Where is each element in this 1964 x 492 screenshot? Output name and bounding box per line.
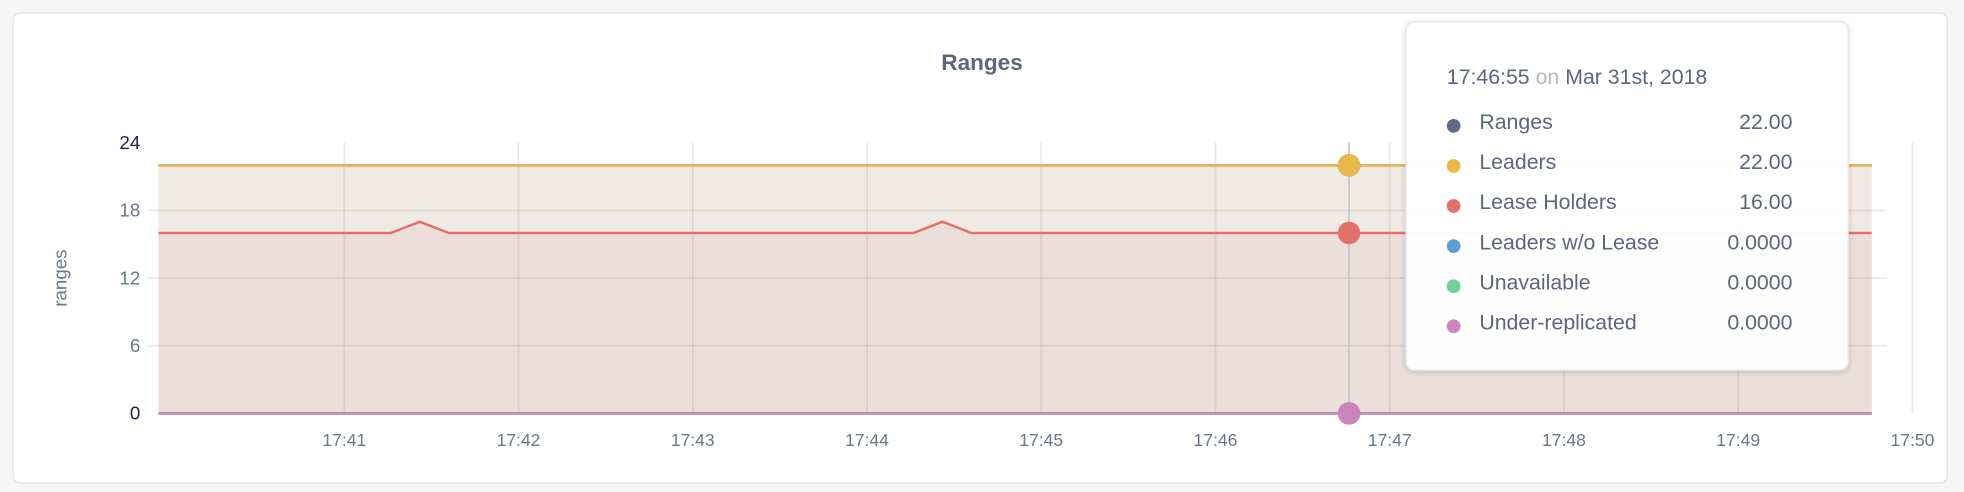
tooltip-series-label: Under-replicated — [1479, 310, 1637, 335]
hover-point — [1337, 221, 1361, 245]
x-tick-label: 17:44 — [845, 430, 889, 450]
x-tick-label: 17:49 — [1716, 430, 1760, 450]
tooltip-row: Under-replicated 0.0000 — [1446, 310, 1793, 341]
legend-dot-icon — [1446, 199, 1461, 213]
x-tick-label: 17:46 — [1194, 430, 1238, 450]
y-tick-label: 24 — [119, 132, 140, 153]
tooltip-series-value: 0.0000 — [1727, 310, 1793, 335]
x-tick-label: 17:41 — [322, 430, 366, 450]
tooltip-series-label: Leaders — [1479, 150, 1557, 175]
x-tick-label: 17:45 — [1019, 430, 1063, 450]
y-tick-label: 18 — [119, 200, 140, 221]
tooltip-series-label: Ranges — [1479, 110, 1553, 135]
tooltip-series-label: Leaders w/o Lease — [1479, 230, 1660, 255]
tooltip-row: Unavailable 0.0000 — [1446, 270, 1793, 301]
x-tick-label: 17:42 — [497, 430, 541, 450]
hover-point — [1337, 154, 1361, 177]
tooltip-row: Ranges 22.00 — [1446, 110, 1793, 140]
chart-title: Ranges — [941, 50, 1023, 76]
x-tick-label: 17:50 — [1890, 430, 1934, 450]
tooltip-row: Leaders 22.00 — [1446, 150, 1793, 180]
legend-dot-icon — [1446, 319, 1461, 334]
tooltip-row: Leaders w/o Lease 0.0000 — [1446, 230, 1793, 260]
tooltip-date: Mar 31st, 2018 — [1565, 65, 1708, 89]
tooltip-series-label: Lease Holders — [1479, 190, 1617, 215]
legend-dot-icon — [1446, 279, 1461, 294]
x-tick-label: 17:47 — [1368, 430, 1412, 450]
y-tick-label: 12 — [119, 267, 140, 288]
hover-tooltip: 17:46:55 on Mar 31st, 2018 Ranges 22.00 … — [1405, 21, 1849, 371]
y-axis-label: ranges — [49, 249, 70, 306]
hover-point — [1337, 402, 1361, 425]
legend-dot-icon — [1446, 239, 1461, 254]
x-tick-label: 17:48 — [1542, 430, 1586, 450]
tooltip-header: 17:46:55 on Mar 31st, 2018 — [1447, 65, 1708, 90]
tooltip-series-value: 22.00 — [1739, 110, 1793, 135]
x-tick-label: 17:43 — [671, 430, 715, 450]
tooltip-time: 17:46:55 — [1446, 65, 1530, 89]
legend-dot-icon — [1446, 118, 1461, 133]
tooltip-series-label: Unavailable — [1479, 270, 1591, 295]
tooltip-series-value: 0.0000 — [1727, 230, 1793, 255]
tooltip-series-value: 16.00 — [1739, 190, 1793, 215]
legend-dot-icon — [1446, 159, 1461, 173]
y-tick-label: 0 — [130, 403, 140, 424]
tooltip-series-value: 22.00 — [1739, 150, 1793, 175]
y-tick-label: 6 — [130, 335, 140, 356]
tooltip-series-value: 0.0000 — [1727, 270, 1793, 295]
tooltip-on: on — [1535, 65, 1560, 89]
tooltip-row: Lease Holders 16.00 — [1446, 190, 1793, 220]
